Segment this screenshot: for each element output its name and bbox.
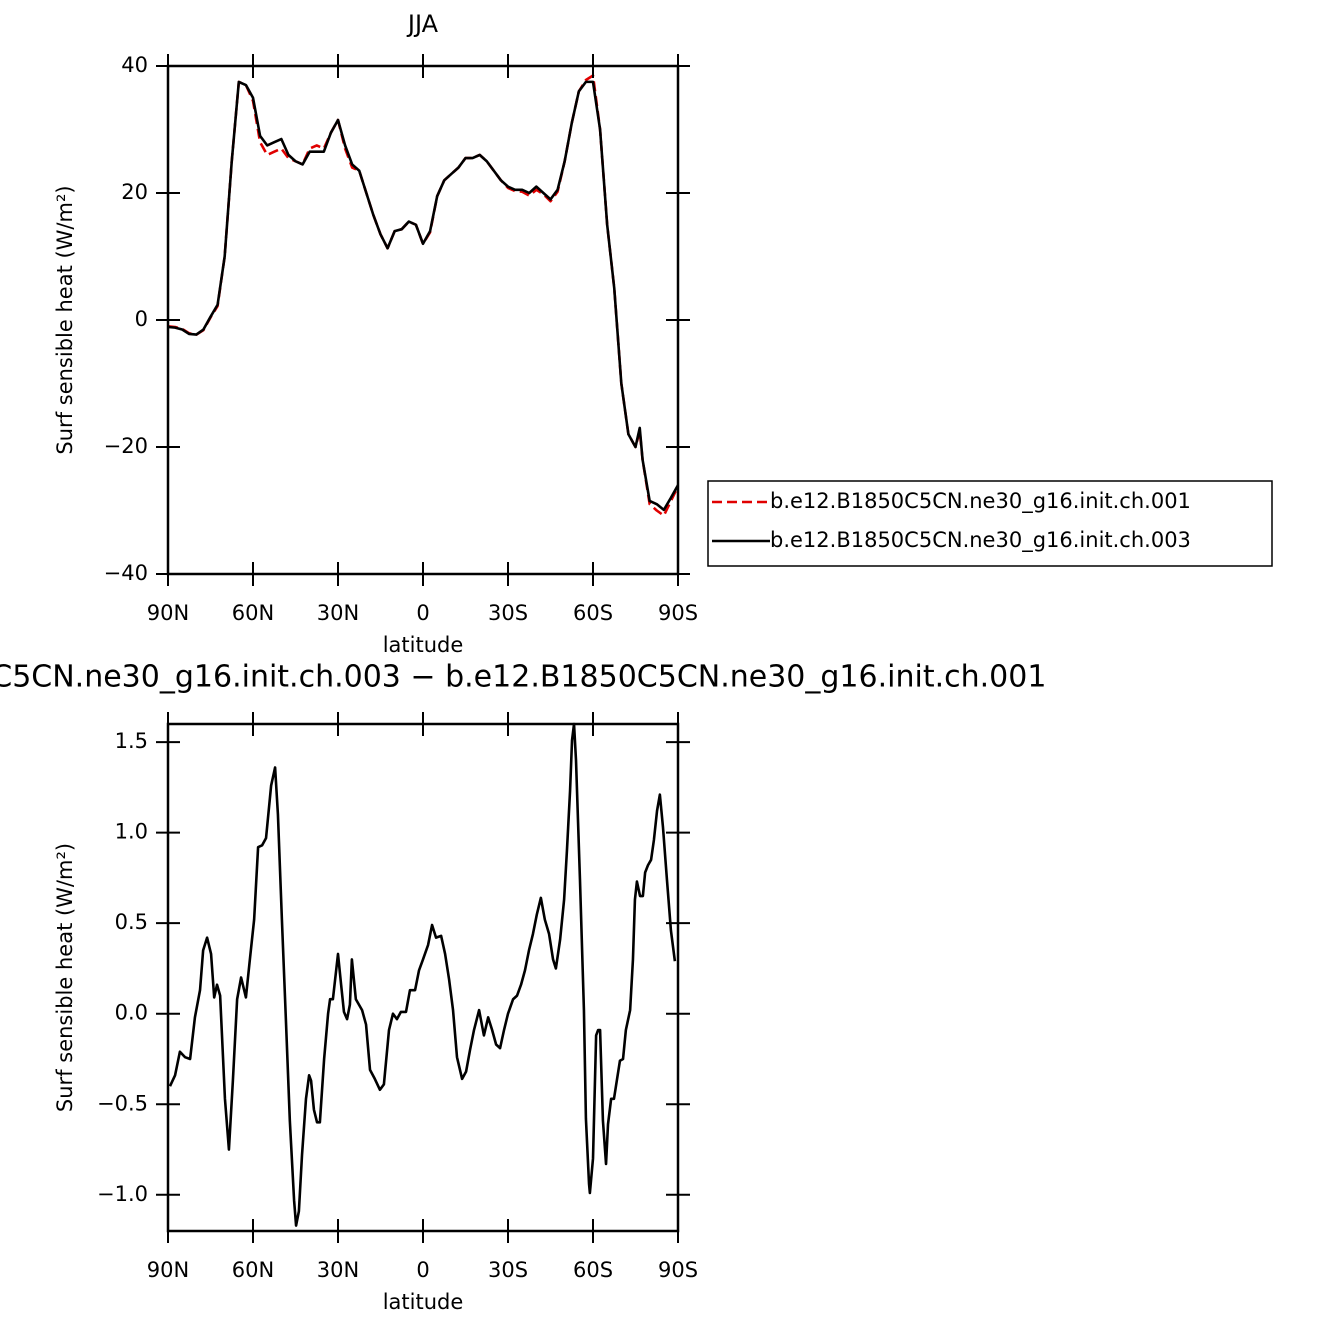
x-axis-label: latitude [383, 633, 464, 657]
y-axis-label: Surf sensible heat (W/m²) [53, 185, 77, 454]
x-tick-label: 30N [317, 1258, 359, 1282]
y-tick-label: −1.0 [97, 1182, 148, 1206]
y-tick-label: 0 [135, 307, 148, 331]
x-tick-label: 90N [147, 601, 189, 625]
y-tick-label: 40 [121, 53, 148, 77]
y-tick-label: 1.0 [115, 820, 148, 844]
legend-box [707, 480, 1273, 567]
chart-title: JJA [406, 10, 439, 38]
x-tick-label: 60S [573, 1258, 613, 1282]
x-tick-label: 90S [658, 1258, 698, 1282]
x-tick-label: 30S [488, 1258, 528, 1282]
y-tick-label: −40 [104, 561, 148, 585]
y-tick-label: 20 [121, 180, 148, 204]
y-tick-label: −0.5 [97, 1091, 148, 1115]
y-tick-label: 0.0 [115, 1001, 148, 1025]
plot-frame [166, 722, 680, 1233]
x-tick-label: 60N [232, 1258, 274, 1282]
legend-label: b.e12.B1850C5CN.ne30_g16.init.ch.001 [770, 489, 1191, 514]
legend-label: b.e12.B1850C5CN.ne30_g16.init.ch.003 [770, 528, 1191, 553]
data-line [168, 722, 677, 1227]
x-tick-label: 90S [658, 601, 698, 625]
data-line [167, 80, 680, 512]
x-tick-label: 60S [573, 601, 613, 625]
x-tick-label: 60N [232, 601, 274, 625]
x-tick-label: 30N [317, 601, 359, 625]
chart-title: b.e12.B1850C5CN.ne30_g16.init.ch.003 − b… [0, 660, 1046, 695]
y-tick-label: 1.5 [115, 729, 148, 753]
x-axis-label: latitude [383, 1290, 464, 1314]
x-tick-label: 0 [416, 601, 429, 625]
x-tick-label: 90N [147, 1258, 189, 1282]
y-axis-label: Surf sensible heat (W/m²) [53, 843, 77, 1112]
x-tick-label: 30S [488, 601, 528, 625]
y-tick-label: −20 [104, 434, 148, 458]
y-tick-label: 0.5 [115, 910, 148, 934]
x-tick-label: 0 [416, 1258, 429, 1282]
